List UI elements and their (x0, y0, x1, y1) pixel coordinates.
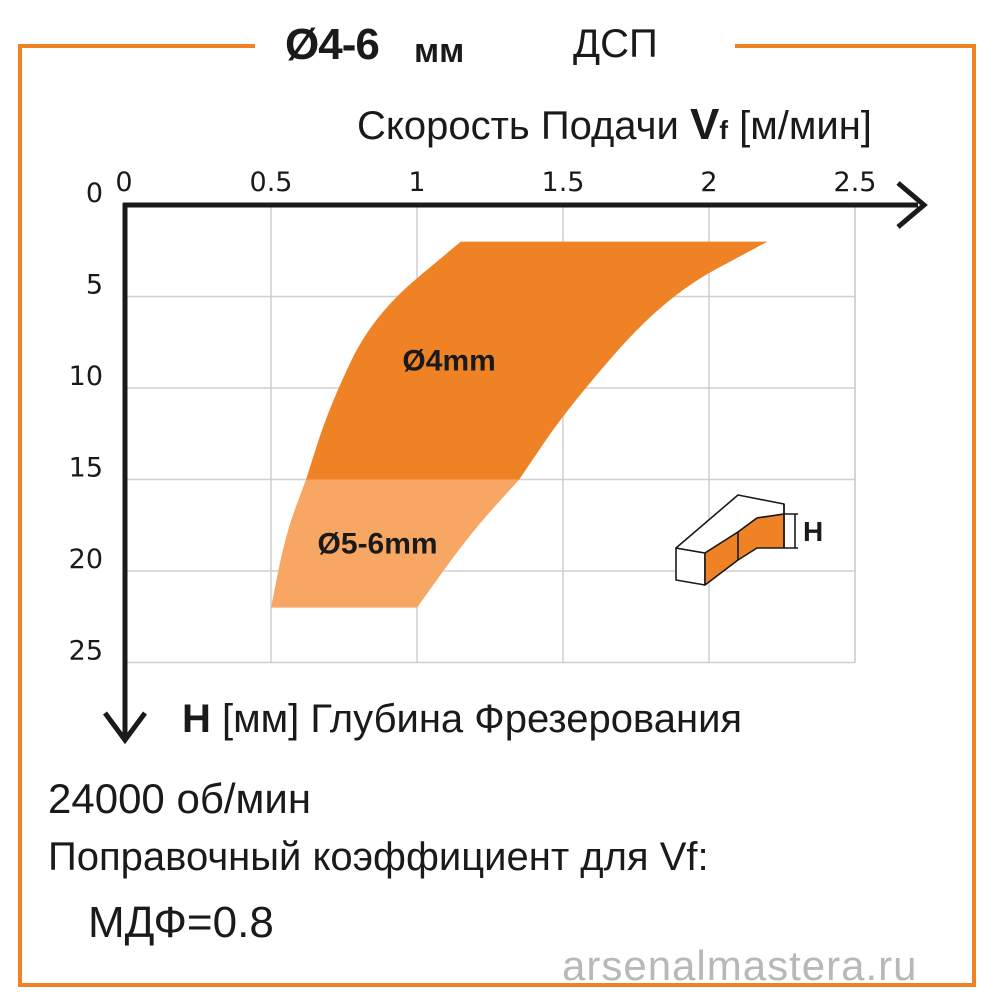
title-unit: мм (414, 32, 465, 70)
y-axis-label-suffix: Глубина Фрезерования (310, 697, 743, 741)
band-d4mm (306, 241, 768, 480)
mdf-factor: МДФ=0.8 (88, 898, 274, 947)
x-tick-label: 0.5 (250, 167, 293, 198)
band-d5-6mm (271, 479, 520, 608)
inset-h-label: H (803, 516, 823, 547)
frame-border (18, 44, 976, 987)
x-tick-labels: 0 0.5 1 1.5 2 2.5 (115, 167, 876, 198)
x-tick-label: 2.5 (834, 167, 877, 198)
groove-depth-icon (675, 494, 798, 586)
y-tick-label: 10 (69, 361, 103, 392)
y-tick-label: 0 (86, 178, 103, 209)
axes (102, 181, 928, 745)
x-axis-unit: [м/мин] (739, 104, 872, 148)
series-label: Ø4mm (402, 345, 495, 378)
watermark: arsenalmastera.ru (562, 942, 918, 989)
series-bands (271, 241, 768, 608)
y-tick-label: 20 (69, 544, 103, 575)
y-tick-labels: 0 5 10 15 20 25 (69, 178, 103, 667)
x-axis-title: Скорость Подачи Vf [м/мин] (357, 100, 872, 150)
x-axis-symbol: V (689, 100, 720, 149)
correction-text: Поправочный коэффициент для Vf: (48, 835, 709, 879)
x-tick-label: 1.5 (542, 167, 585, 198)
y-axis-arrow (102, 711, 148, 745)
title-diameter: Ø4-6 (285, 20, 380, 69)
x-tick-label: 2 (700, 167, 717, 198)
x-axis-label-prefix: Скорость Подачи (357, 104, 679, 148)
series-label: Ø5-6mm (318, 528, 438, 561)
y-axis-title: H [мм] Глубина Фрезерования (182, 697, 742, 742)
y-tick-label: 15 (69, 453, 103, 484)
y-tick-label: 25 (69, 636, 103, 667)
x-tick-label: 1 (408, 167, 425, 198)
y-axis-unit: [мм] (222, 697, 300, 741)
y-axis-symbol: H (182, 697, 211, 741)
x-axis-subscript: f (719, 115, 729, 145)
rpm-text: 24000 об/мин (48, 775, 312, 822)
series-labels: Ø4mm Ø5-6mm (318, 345, 496, 561)
x-axis-arrow (896, 181, 928, 229)
title-material: ДСП (573, 22, 658, 66)
y-tick-label: 5 (86, 270, 103, 301)
x-tick-label: 0 (115, 167, 132, 198)
